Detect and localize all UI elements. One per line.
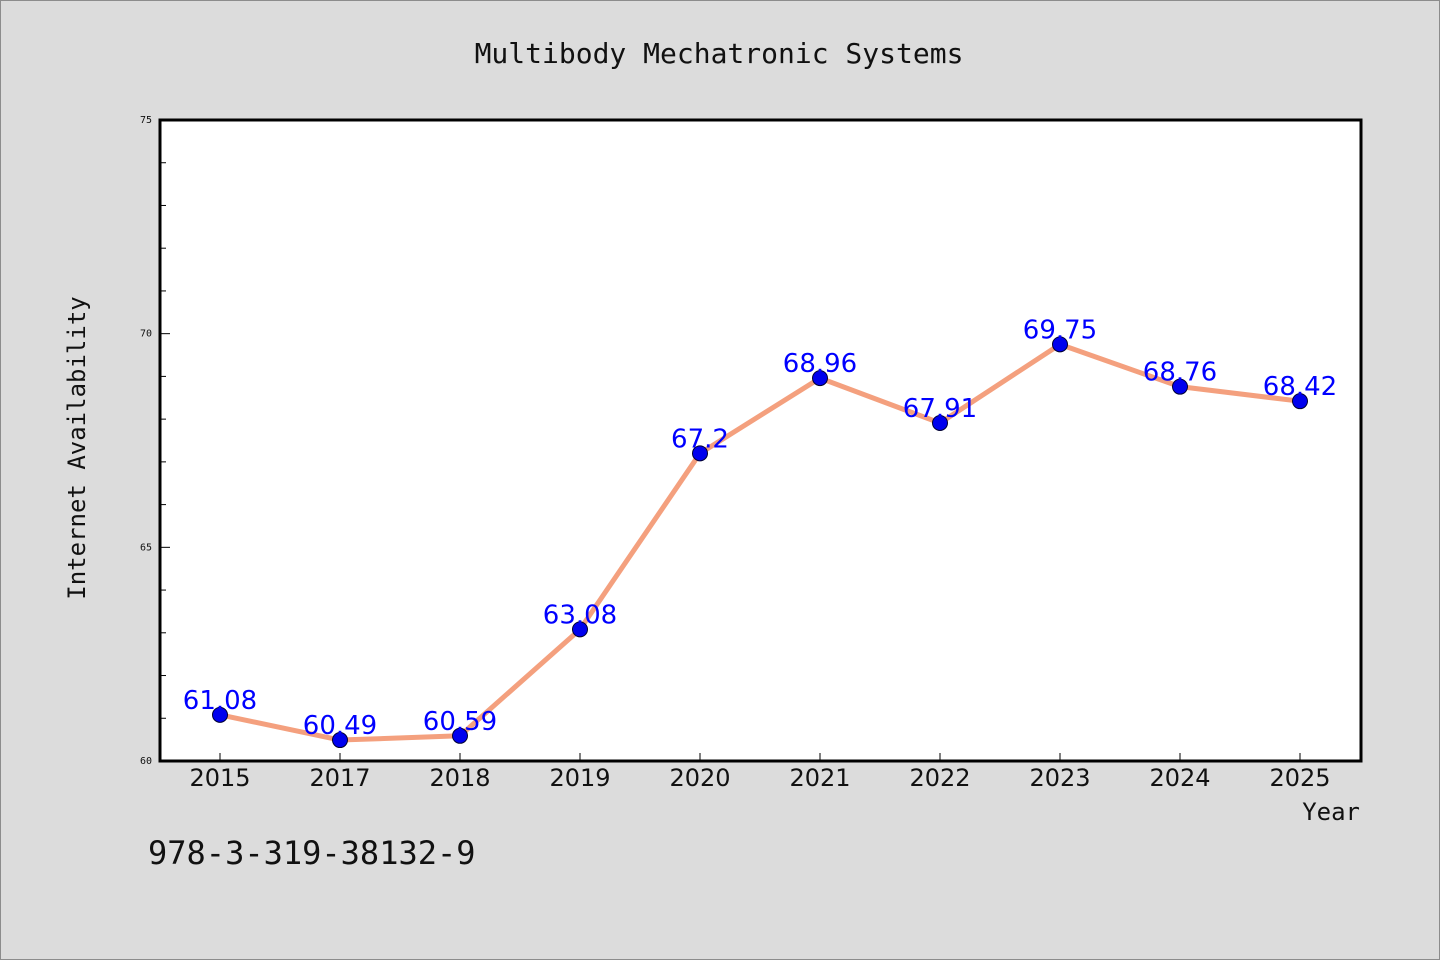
data-label: 68.96: [783, 349, 857, 379]
y-tick-label: 70: [140, 329, 152, 340]
y-axis: 60 65 70 75: [140, 115, 170, 767]
series-line: [217, 341, 1303, 743]
x-tick-label: 2021: [789, 764, 850, 792]
y-tick-label: 60: [140, 756, 152, 767]
data-label: 68.42: [1263, 372, 1337, 402]
data-point: [1052, 336, 1068, 353]
data-label: 68.76: [1143, 358, 1217, 388]
data-point: [1292, 393, 1308, 410]
data-point: [332, 732, 348, 749]
data-label: 69.75: [1023, 315, 1097, 345]
y-tick-label: 65: [140, 542, 152, 553]
data-point: [812, 370, 828, 387]
data-label: 60.49: [303, 711, 377, 741]
plot-area: [158, 118, 1363, 763]
isbn-text: 978-3-319-38132-9: [148, 834, 476, 872]
x-tick-label: 2020: [669, 764, 730, 792]
data-point: [692, 445, 708, 462]
x-tick-label: 2019: [549, 764, 610, 792]
data-label: 60.59: [423, 707, 497, 737]
data-label: 67.2: [671, 424, 729, 454]
x-tick-label: 2022: [909, 764, 970, 792]
y-axis-label: Internet Availability: [63, 296, 91, 599]
x-axis-label: Year: [1302, 798, 1360, 826]
y-tick-label: 75: [140, 115, 152, 126]
x-axis: 2015 2017 2018 2019 2020 2021 2022 2023 2024 2025: [189, 753, 1331, 792]
data-point: [452, 727, 468, 744]
x-tick-label: 2015: [189, 764, 250, 792]
x-tick-label: 2017: [309, 764, 370, 792]
x-tick-label: 2018: [429, 764, 490, 792]
x-tick-label: 2025: [1269, 764, 1330, 792]
x-tick-label: 2023: [1029, 764, 1090, 792]
chart-title: Multibody Mechatronic Systems: [475, 37, 964, 70]
data-label: 63.08: [543, 600, 617, 630]
data-point: [572, 621, 588, 638]
data-point: [1172, 378, 1188, 395]
x-tick-label: 2024: [1149, 764, 1210, 792]
series-line-group: 61.08 60.49 60.59 63.08 67.2 68.96 67.91 69.75 6…: [183, 315, 1337, 749]
data-label: 67.91: [903, 394, 977, 424]
data-label: 61.08: [183, 686, 257, 716]
data-point: [932, 414, 948, 431]
data-point: [212, 706, 228, 723]
